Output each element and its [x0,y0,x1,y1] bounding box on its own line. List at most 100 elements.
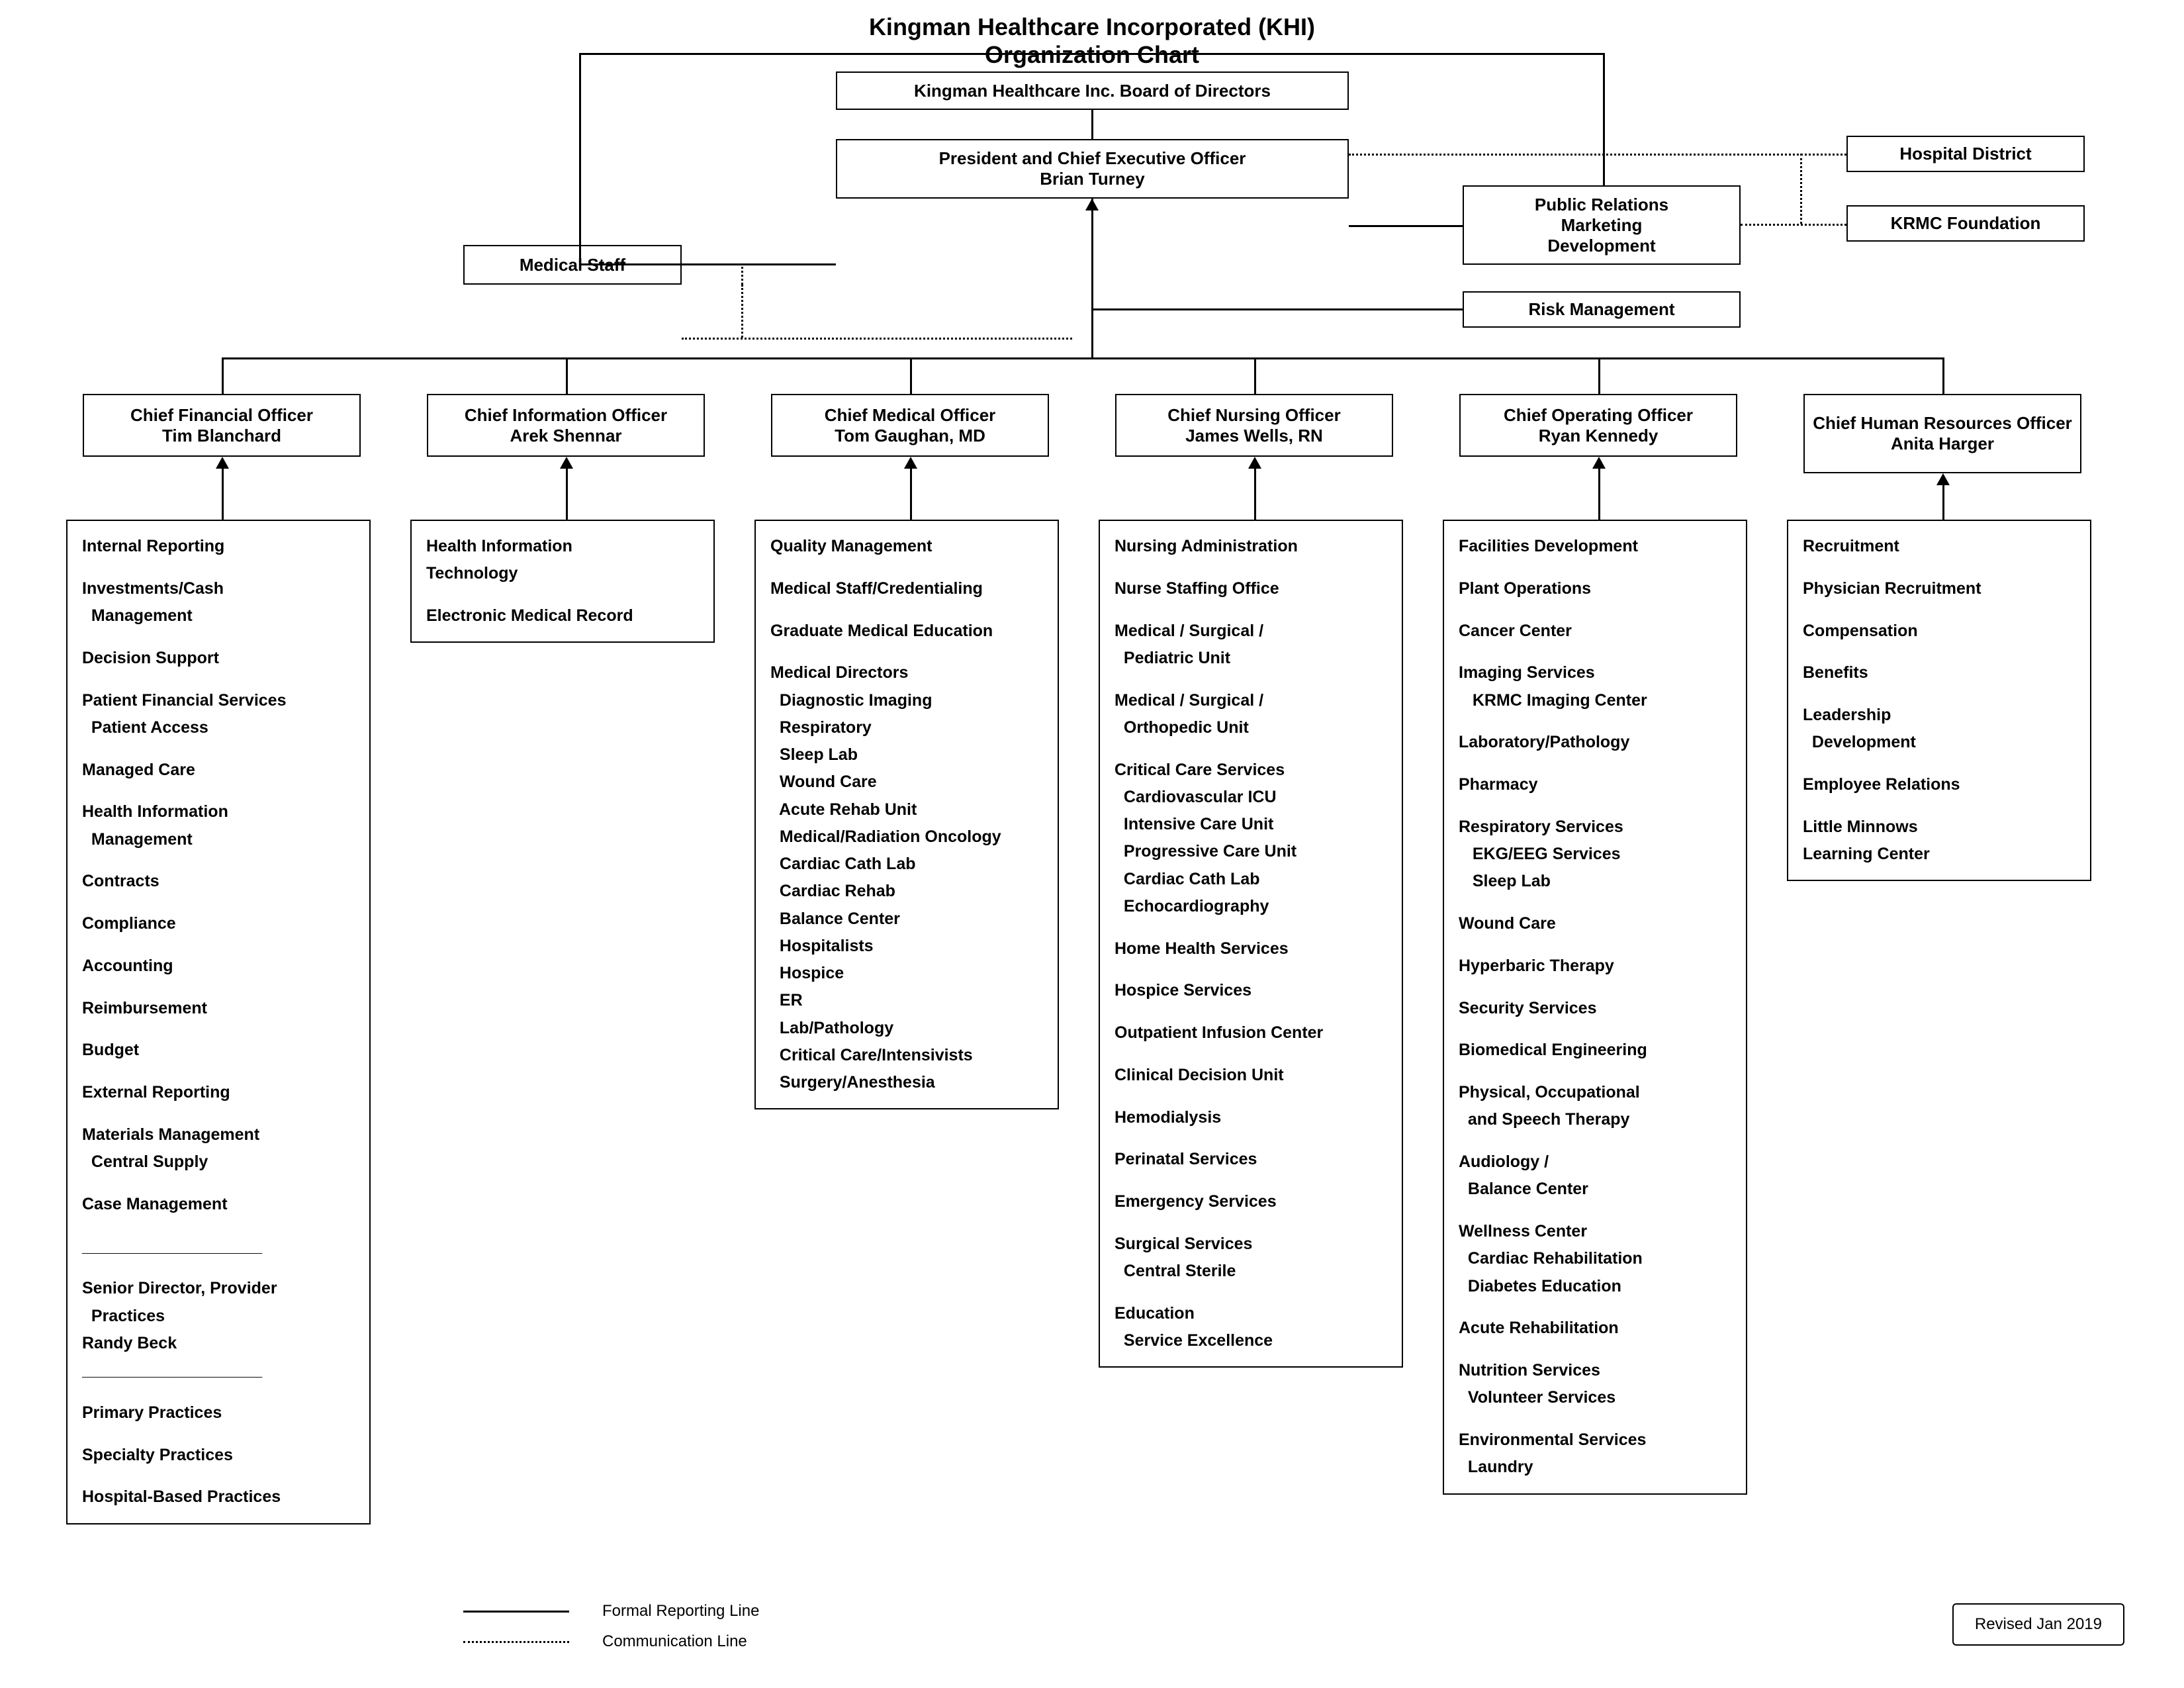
dept-line [1459,1203,1731,1219]
title-line1: Kingman Healthcare Incorporated (KHI) [0,13,2184,41]
dept-line [82,1260,355,1276]
connector [566,357,568,394]
dept-line [1459,1300,1731,1315]
connector [1091,110,1093,139]
dept-line: Randy Beck [82,1330,355,1357]
arrow-icon [1592,457,1606,469]
legend-formal: Formal Reporting Line [463,1602,759,1620]
dept-line [82,853,355,868]
dept-line: Balance Center [770,906,1043,933]
dept-line: Audiology / [1459,1149,1731,1176]
dept-line: Security Services [1459,995,1731,1022]
dept-line [1459,602,1731,618]
dept-line [1115,672,1387,687]
dept-line: Cancer Center [1459,618,1731,645]
dept-line [426,588,699,603]
dept-line: Critical Care Services [1115,757,1387,784]
dept-line: Service Excellence [1115,1327,1387,1354]
dept-line [1459,937,1731,953]
connector [1254,469,1256,520]
dept-line: Case Management [82,1191,355,1218]
connector [1349,225,1463,227]
dept-line: Quality Management [770,533,1043,560]
dept-line: Management [82,602,355,630]
dept-line: EKG/EEG Services [1459,841,1731,868]
dept-line [1115,741,1387,757]
dept-line: Medical / Surgical / [1115,618,1387,645]
dept-line: Management [82,826,355,853]
dept-line: Physical, Occupational [1459,1079,1731,1106]
dept-line: Development [1803,729,2075,756]
hospital-district-label: Hospital District [1899,144,2031,164]
title-line2: Organization Chart [0,41,2184,69]
risk-label: Risk Management [1528,299,1674,320]
dept-line [1459,980,1731,995]
chro-title: Chief Human Resources Officer [1813,413,2072,434]
dept-line: Hemodialysis [1115,1104,1387,1131]
dept-line: Volunteer Services [1459,1384,1731,1411]
dept-line: _____________________ [82,1357,355,1384]
dept-line: and Speech Therapy [1459,1106,1731,1133]
dept-line: Recruitment [1803,533,2075,560]
dept-line [1803,757,2075,772]
dept-line: Respiratory [770,714,1043,741]
dept-line: Wellness Center [1459,1218,1731,1245]
dept-line: Balance Center [1459,1176,1731,1203]
dept-line [82,896,355,911]
dept-line: Contracts [82,868,355,895]
dept-line: Materials Management [82,1121,355,1149]
dept-line: Lab/Pathology [770,1015,1043,1042]
dept-line: Surgical Services [1115,1231,1387,1258]
dept-line: Respiratory Services [1459,814,1731,841]
cfo-name: Tim Blanchard [162,426,281,446]
cno-title: Chief Nursing Officer [1167,405,1340,426]
connector [566,469,568,520]
connector [222,357,1944,359]
dept-line: Cardiovascular ICU [1115,784,1387,811]
pr-label: Public Relations Marketing Development [1535,195,1668,256]
dept-line: Specialty Practices [82,1442,355,1469]
coo-box: Chief Operating Officer Ryan Kennedy [1459,394,1737,457]
dept-line [1459,896,1731,911]
dept-line: Little Minnows [1803,814,2075,841]
dept-line [82,1022,355,1037]
dept-line: Diagnostic Imaging [770,687,1043,714]
dept-line [1803,645,2075,660]
dept-line [1115,560,1387,575]
connector [1942,485,1944,520]
dept-line: Emergency Services [1115,1188,1387,1215]
cmo-dept-box: Quality Management Medical Staff/Credent… [754,520,1059,1109]
dept-line [1115,962,1387,978]
dept-line [1115,602,1387,618]
dept-line [1803,798,2075,814]
dept-line: Accounting [82,953,355,980]
dept-line [1115,1174,1387,1189]
dept-line: Plant Operations [1459,575,1731,602]
dept-line: Decision Support [82,645,355,672]
hospital-district-box: Hospital District [1846,136,2085,172]
cmo-name: Tom Gaughan, MD [835,426,985,446]
connector-dotted [1349,154,1846,156]
connector [579,53,581,265]
board-box: Kingman Healthcare Inc. Board of Directo… [836,71,1349,110]
dept-line: Medical/Radiation Oncology [770,823,1043,851]
dept-line: Education [1115,1300,1387,1327]
dept-line [1115,920,1387,935]
arrow-icon [1248,457,1261,469]
dept-line [1459,798,1731,814]
dept-line: Wound Care [1459,910,1731,937]
dept-line [1115,1047,1387,1062]
dept-line [82,1176,355,1191]
cno-box: Chief Nursing Officer James Wells, RN [1115,394,1393,457]
dept-line [82,630,355,645]
dept-line [770,560,1043,575]
dept-line: KRMC Imaging Center [1459,687,1731,714]
connector [579,53,1605,55]
dept-line: Internal Reporting [82,533,355,560]
dept-line: Primary Practices [82,1399,355,1427]
dept-line: Wound Care [770,769,1043,796]
cfo-box: Chief Financial Officer Tim Blanchard [83,394,361,457]
cfo-dept-box: Internal Reporting Investments/Cash Mana… [66,520,371,1524]
dept-line [1459,1412,1731,1427]
dept-line [1115,1131,1387,1147]
